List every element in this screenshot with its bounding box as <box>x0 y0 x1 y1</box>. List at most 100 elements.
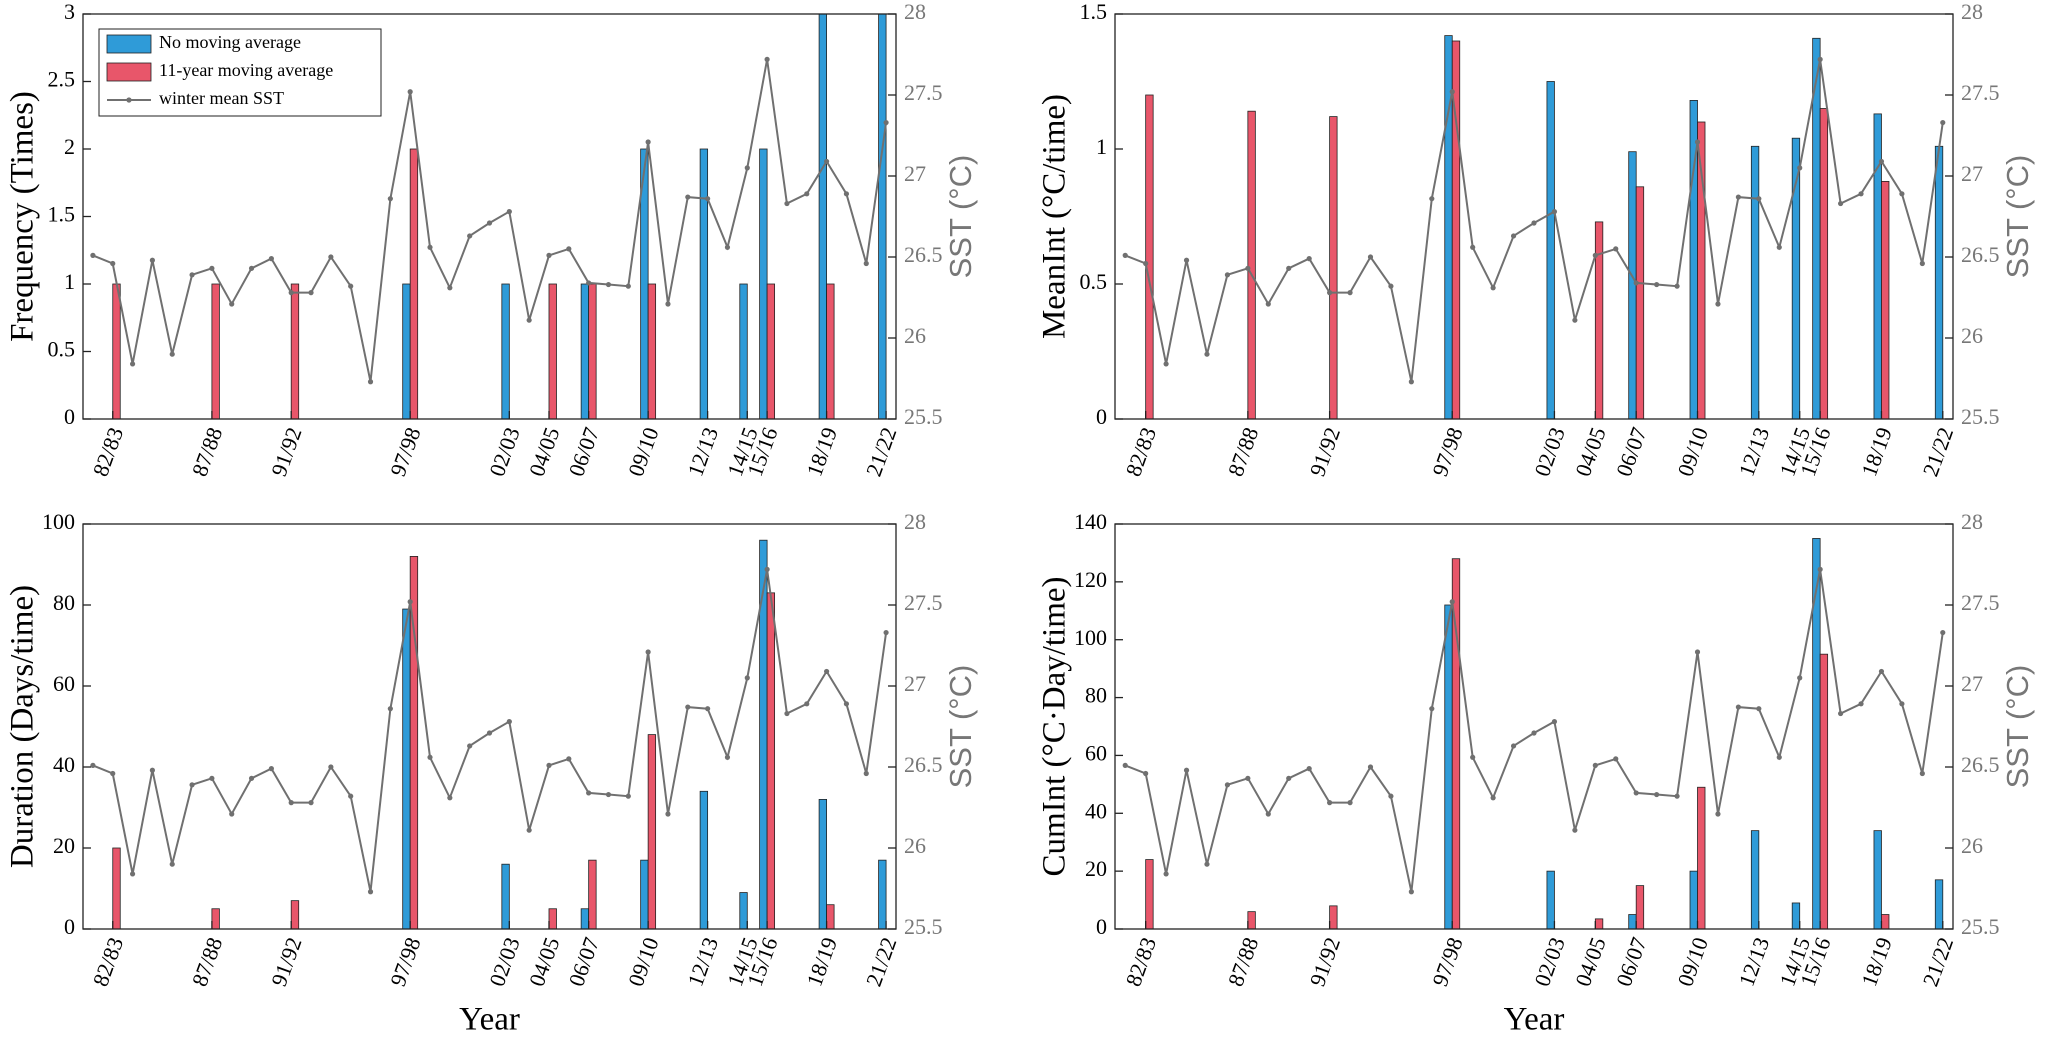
legend-label: winter mean SST <box>159 88 284 108</box>
sst-point <box>605 791 612 798</box>
sst-point <box>1245 775 1251 781</box>
bar <box>1247 110 1256 420</box>
bar <box>766 592 776 930</box>
bar <box>1594 918 1604 930</box>
y2-tick-label: 28 <box>904 0 926 24</box>
sst-point <box>486 220 493 226</box>
sst-point <box>586 280 592 286</box>
x-tick-label: 06/07 <box>1611 934 1652 990</box>
x-tick-label: 18/19 <box>1856 934 1897 990</box>
sst-point <box>506 719 512 725</box>
sst-point <box>1224 272 1231 278</box>
sst-point <box>586 790 592 796</box>
sst-point <box>1654 791 1660 798</box>
y-tick-label: 60 <box>53 671 75 696</box>
x-tick-label: 91/92 <box>266 424 307 480</box>
x-tick-label: 91/92 <box>266 934 307 990</box>
sst-point <box>1531 730 1537 736</box>
y2-tick-label: 26.5 <box>904 752 943 777</box>
x-tick-label: 04/05 <box>524 934 565 990</box>
sst-point <box>1531 220 1537 226</box>
legend-swatch <box>106 34 152 54</box>
y2-tick-label: 25.5 <box>904 914 943 939</box>
y2-tick-label: 27.5 <box>1961 590 2000 615</box>
bar <box>211 908 220 930</box>
bar <box>1247 911 1256 930</box>
sst-point <box>1510 233 1517 239</box>
sst-point <box>387 706 393 712</box>
sst-point <box>1674 793 1680 799</box>
sst-point <box>1143 770 1149 777</box>
sst-point <box>566 756 572 762</box>
sst-point <box>427 244 433 250</box>
x-axis-label: Year <box>459 1002 520 1038</box>
sst-point <box>883 629 889 636</box>
sst-point <box>784 200 790 207</box>
sst-point <box>129 361 136 367</box>
sst-point <box>1715 301 1721 307</box>
y2-tick-label: 27.5 <box>904 590 943 615</box>
sst-point <box>863 260 869 267</box>
y2-tick-label: 28 <box>1961 0 1983 24</box>
bar <box>759 148 768 420</box>
sst-point <box>883 119 889 126</box>
sst-point <box>447 795 453 801</box>
x-tick-label: 21/22 <box>861 934 902 990</box>
sst-point <box>308 290 314 296</box>
y-tick-label: 0.5 <box>1080 269 1108 294</box>
sst-point <box>804 701 810 707</box>
sst-point <box>189 272 195 278</box>
sst-point <box>1592 762 1598 768</box>
bar <box>1812 538 1821 930</box>
x-tick-label: 04/05 <box>1570 424 1611 480</box>
y2-tick-label: 26.5 <box>904 242 943 267</box>
legend-label: No moving average <box>159 32 301 52</box>
sst-point <box>328 764 334 770</box>
x-tick-label: 09/10 <box>1672 424 1713 480</box>
bar <box>699 148 709 420</box>
bar <box>402 608 411 930</box>
x-tick-label: 12/13 <box>682 934 723 990</box>
sst-point <box>1837 200 1844 207</box>
sst-point <box>1654 281 1660 288</box>
bar <box>501 863 510 930</box>
y-tick-label: 2.5 <box>48 67 76 92</box>
sst-point <box>645 139 651 145</box>
sst-point <box>1878 158 1885 165</box>
x-tick-label: 82/83 <box>1120 934 1161 990</box>
y-tick-label: 1 <box>1096 134 1107 159</box>
bar <box>290 283 300 420</box>
x-tick-label: 87/88 <box>1223 934 1264 990</box>
y-tick-label: 1 <box>64 269 75 294</box>
x-tick-label: 18/19 <box>801 934 842 990</box>
sst-point <box>764 566 770 572</box>
sst-point <box>169 351 175 357</box>
x-tick-label: 02/03 <box>484 424 525 480</box>
y2-tick-label: 26 <box>1961 833 1983 858</box>
y2-tick-label: 27.5 <box>904 80 943 105</box>
bar <box>818 799 827 930</box>
sst-point <box>1265 301 1271 307</box>
y2-tick-label: 27.5 <box>1961 80 2000 105</box>
plot-frame <box>1114 13 1954 420</box>
x-tick-label: 06/07 <box>1611 424 1652 480</box>
plot-frame <box>1114 523 1954 930</box>
bar <box>1145 94 1154 420</box>
sst-point <box>1245 265 1251 271</box>
sst-point <box>1613 756 1619 762</box>
sst-point <box>367 889 374 895</box>
sst-point <box>665 301 671 307</box>
sst-point <box>665 811 671 817</box>
sst-point <box>526 317 532 323</box>
x-tick-label: 02/03 <box>1529 934 1570 990</box>
sst-point <box>1776 754 1782 760</box>
sst-point <box>1470 754 1476 760</box>
sst-point <box>506 209 512 215</box>
y2-tick-label: 26.5 <box>1961 752 2000 777</box>
sst-point <box>1429 706 1435 712</box>
legend-label: 11-year moving average <box>159 60 333 80</box>
sst-point <box>863 770 869 777</box>
sst-point <box>129 871 136 877</box>
y-tick-label: 20 <box>1085 856 1107 881</box>
